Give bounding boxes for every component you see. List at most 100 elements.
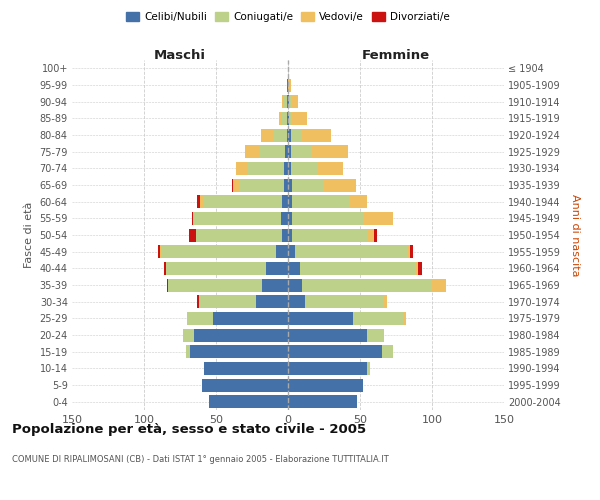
Bar xyxy=(292,228,367,241)
Text: Maschi: Maschi xyxy=(154,48,206,62)
Bar xyxy=(288,278,302,291)
Bar xyxy=(299,262,415,275)
Bar xyxy=(280,112,282,125)
Bar xyxy=(282,95,284,108)
Text: Femmine: Femmine xyxy=(362,48,430,62)
Bar xyxy=(200,195,203,208)
Bar xyxy=(305,295,385,308)
Bar xyxy=(194,328,288,342)
Bar xyxy=(289,95,291,108)
Bar xyxy=(292,178,324,192)
Bar xyxy=(188,228,196,241)
Bar xyxy=(288,178,292,192)
Bar xyxy=(158,245,160,258)
Bar xyxy=(256,295,288,308)
Bar xyxy=(284,162,288,175)
Bar xyxy=(292,112,307,125)
Bar xyxy=(364,212,393,225)
Text: COMUNE DI RIPALIMOSANI (CB) - Dati ISTAT 1° gennaio 2005 - Elaborazione TUTTITAL: COMUNE DI RIPALIMOSANI (CB) - Dati ISTAT… xyxy=(12,455,389,464)
Bar xyxy=(190,345,288,358)
Bar xyxy=(418,262,422,275)
Bar xyxy=(213,312,288,325)
Bar xyxy=(186,345,190,358)
Bar xyxy=(415,262,418,275)
Bar xyxy=(288,245,295,258)
Bar xyxy=(262,278,288,291)
Bar xyxy=(288,362,367,375)
Bar xyxy=(196,228,282,241)
Bar xyxy=(291,95,298,108)
Bar xyxy=(288,195,292,208)
Bar xyxy=(302,128,331,141)
Bar xyxy=(161,245,277,258)
Bar xyxy=(410,245,413,258)
Bar xyxy=(385,295,388,308)
Bar xyxy=(259,145,285,158)
Bar xyxy=(288,378,363,392)
Y-axis label: Anni di nascita: Anni di nascita xyxy=(571,194,580,276)
Bar xyxy=(282,228,288,241)
Bar xyxy=(191,212,193,225)
Bar xyxy=(288,312,353,325)
Bar xyxy=(197,295,199,308)
Bar xyxy=(374,228,377,241)
Bar xyxy=(260,128,274,141)
Bar xyxy=(291,162,317,175)
Bar xyxy=(288,128,291,141)
Bar xyxy=(288,328,367,342)
Bar xyxy=(164,262,166,275)
Bar xyxy=(236,162,248,175)
Bar xyxy=(232,178,233,192)
Bar xyxy=(288,295,305,308)
Bar xyxy=(291,128,302,141)
Bar xyxy=(292,195,350,208)
Bar xyxy=(288,212,292,225)
Bar xyxy=(167,278,169,291)
Bar xyxy=(282,195,288,208)
Bar xyxy=(266,262,288,275)
Bar xyxy=(291,145,313,158)
Bar xyxy=(209,395,288,408)
Bar xyxy=(403,312,406,325)
Bar xyxy=(289,112,292,125)
Bar xyxy=(350,195,367,208)
Bar xyxy=(324,178,356,192)
Bar xyxy=(160,245,161,258)
Bar xyxy=(367,362,370,375)
Bar xyxy=(241,178,284,192)
Bar xyxy=(407,245,410,258)
Bar xyxy=(287,78,288,92)
Bar xyxy=(382,345,393,358)
Bar xyxy=(169,278,262,291)
Bar xyxy=(288,228,292,241)
Bar xyxy=(285,145,288,158)
Bar xyxy=(288,395,357,408)
Bar xyxy=(288,78,291,92)
Legend: Celibi/Nubili, Coniugati/e, Vedovi/e, Divorziati/e: Celibi/Nubili, Coniugati/e, Vedovi/e, Di… xyxy=(122,8,454,26)
Bar xyxy=(194,212,281,225)
Bar xyxy=(205,362,288,375)
Bar xyxy=(367,328,385,342)
Bar xyxy=(277,245,288,258)
Bar xyxy=(288,345,382,358)
Bar xyxy=(197,195,200,208)
Bar xyxy=(202,378,288,392)
Bar xyxy=(199,295,256,308)
Bar xyxy=(367,228,374,241)
Bar xyxy=(288,112,289,125)
Bar xyxy=(317,162,343,175)
Bar xyxy=(287,128,288,141)
Bar xyxy=(313,145,349,158)
Bar xyxy=(233,178,241,192)
Bar xyxy=(292,212,364,225)
Bar xyxy=(295,245,407,258)
Bar xyxy=(353,312,403,325)
Bar xyxy=(287,95,288,108)
Bar xyxy=(203,195,282,208)
Bar xyxy=(245,145,259,158)
Bar xyxy=(432,278,446,291)
Bar xyxy=(288,162,291,175)
Y-axis label: Fasce di età: Fasce di età xyxy=(24,202,34,268)
Bar xyxy=(193,212,194,225)
Bar xyxy=(284,178,288,192)
